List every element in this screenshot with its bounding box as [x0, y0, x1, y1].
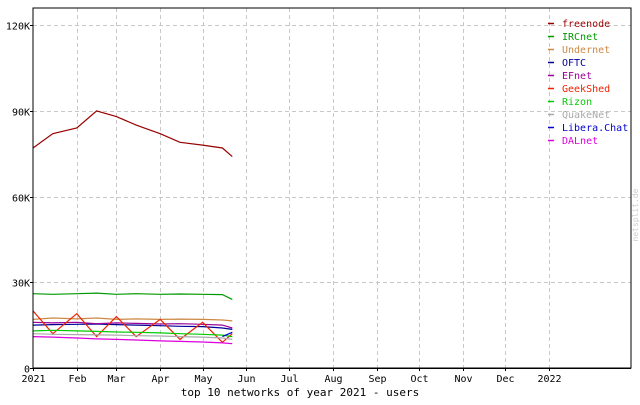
series-line-ircnet: [32, 292, 233, 300]
watermark: netsplit.de: [631, 188, 640, 241]
x-tick-label: Feb: [68, 374, 86, 385]
series-line-oftc: [32, 323, 233, 330]
y-tick-label: 120K: [6, 22, 30, 33]
x-tick-label: Mar: [107, 374, 125, 385]
x-tick-label: Dec: [496, 374, 514, 385]
y-tick-label: 60K: [12, 194, 30, 205]
y-tick-label: 30K: [12, 279, 30, 290]
legend-label: IRCnet: [562, 32, 598, 43]
legend-label: EFnet: [562, 71, 592, 82]
x-tick-label: 2021: [21, 374, 45, 385]
x-tick-label: Sep: [368, 374, 386, 385]
x-tick-label: Jun: [237, 374, 255, 385]
x-tick-label: Oct: [410, 374, 428, 385]
legend-label: Libera.Chat: [562, 123, 628, 134]
series-line-quakenet: [32, 333, 233, 340]
x-tick-label: Apr: [151, 374, 169, 385]
legend-label: QuakeNet: [562, 110, 610, 121]
axes: 0 30K 60K 90K 120K 2021 Feb Mar Apr May Jun Jul Aug S…: [6, 7, 632, 385]
grid: [33, 8, 631, 368]
legend-label: OFTC: [562, 58, 586, 69]
series-line-undernet: [32, 317, 233, 322]
x-tick-label: Nov: [454, 374, 472, 385]
series-lines: [32, 110, 233, 345]
x-tick-label: 2022: [537, 374, 561, 385]
legend-label: Rizon: [562, 97, 592, 108]
legend-label: freenode: [562, 19, 610, 30]
series-line-efnet: [32, 321, 233, 329]
series-line-geekshed: [32, 310, 233, 344]
legend-label: Undernet: [562, 45, 610, 56]
series-line-rizon: [32, 329, 233, 338]
legend-label: GeekShed: [562, 84, 610, 95]
legend-label: DALnet: [562, 136, 598, 147]
x-tick-label: May: [194, 374, 212, 385]
x-tick-label: Jul: [280, 374, 298, 385]
chart-title: top 10 networks of year 2021 - users: [181, 386, 419, 399]
legend: freenode IRCnet Undernet OFTC EFnet GeekShed R…: [548, 19, 628, 147]
y-tick-label: 0: [24, 365, 30, 376]
series-line-dalnet: [32, 336, 233, 345]
y-tick-label: 90K: [12, 108, 30, 119]
series-line-freenode: [32, 110, 233, 158]
x-tick-label: Aug: [324, 374, 342, 385]
series-line-libera-chat: [222, 331, 233, 338]
